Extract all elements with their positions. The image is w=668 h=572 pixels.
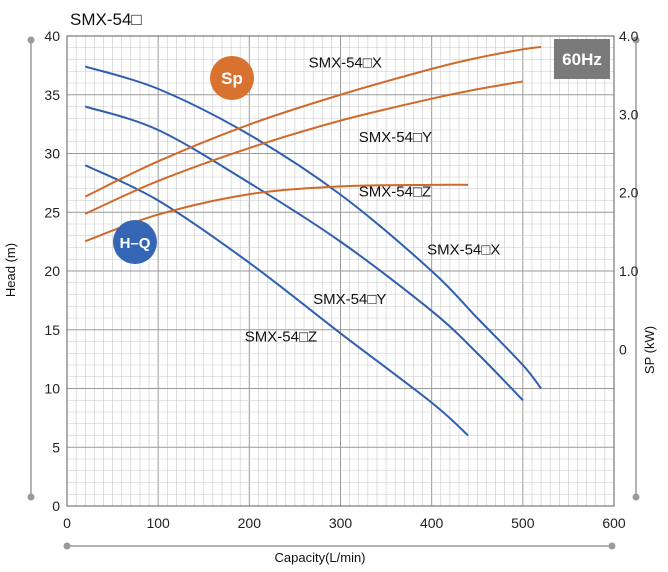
x-tick-label: 300: [329, 515, 353, 531]
grid: [66, 35, 615, 507]
y-right-tick-label: 0: [619, 341, 627, 357]
hq-badge-text: H–Q: [120, 235, 151, 252]
x-tick-label: 500: [511, 515, 535, 531]
y-left-tick-label: 35: [44, 87, 60, 103]
axis-end-dot: [632, 493, 640, 501]
y-right-tick-label: 2.0: [619, 185, 639, 201]
sp-badge-text: Sp: [221, 69, 243, 88]
frequency-badge: 60Hz: [554, 39, 610, 79]
y-left-tick-label: 15: [44, 322, 60, 338]
hq-badge-circle: [113, 220, 157, 264]
hq-badge: H–Q: [113, 220, 157, 264]
y-left-tick-label: 5: [52, 439, 60, 455]
hq-curve-label: SMX-54□Y: [313, 291, 386, 308]
axis-end-dot: [608, 542, 616, 550]
plot-border: [66, 35, 615, 507]
y-left-tick-label: 30: [44, 146, 60, 162]
curve-labels: SMX-54□X SMX-54□Y SMX-54□Z SMX-54□X SMX-54□Y…: [245, 54, 501, 345]
x-tick-label: 0: [63, 515, 71, 531]
x-tick-label: 100: [146, 515, 170, 531]
plot-frame: [27, 35, 640, 550]
axis-end-dot: [632, 36, 640, 44]
frequency-badge-bg: [554, 39, 610, 79]
y-left-tick-label: 10: [44, 381, 60, 397]
hq-curve-label: SMX-54□Z: [245, 329, 317, 346]
y-right-tick-label: 3.0: [619, 106, 639, 122]
y-left-tick-label: 40: [44, 28, 60, 44]
tick-labels: 0 100 200 300 400 500 600051015202530354001.02…: [44, 28, 638, 531]
sp-badge: Sp: [210, 56, 254, 100]
y-axis-title-left: Head (m): [3, 243, 18, 297]
hq-curve-x: [84, 65, 542, 390]
axis-end-dot: [27, 36, 35, 44]
frequency-badge-text: 60Hz: [562, 50, 602, 69]
y-right-tick-label: 4.0: [619, 28, 639, 44]
hq-curve-label: SMX-54□X: [427, 242, 500, 259]
hq-curve-z: [84, 164, 469, 437]
y-right-tick-label: 1.0: [619, 263, 639, 279]
y-left-tick-label: 0: [52, 498, 60, 514]
x-tick-label: 200: [238, 515, 262, 531]
y-left-tick-label: 20: [44, 263, 60, 279]
axis-end-dot: [27, 493, 35, 501]
sp-curve-label: SMX-54□Y: [359, 129, 432, 146]
x-tick-label: 400: [420, 515, 444, 531]
y-axis-title-right: SP (kW): [642, 326, 657, 374]
hq-curve-y: [84, 105, 524, 401]
sp-curve-x: [84, 45, 542, 198]
sp-curve-z: [84, 183, 469, 243]
x-axis-title: Capacity(L/min): [274, 550, 365, 565]
sp-curve-label: SMX-54□Z: [359, 184, 431, 201]
chart-title: SMX-54□: [70, 10, 142, 29]
y-left-tick-label: 25: [44, 204, 60, 220]
curves: [84, 45, 542, 437]
x-tick-label: 600: [602, 515, 626, 531]
sp-curve-label: SMX-54□X: [309, 54, 382, 71]
axis-end-dot: [63, 542, 71, 550]
sp-badge-circle: [210, 56, 254, 100]
sp-curve-y: [84, 80, 524, 215]
